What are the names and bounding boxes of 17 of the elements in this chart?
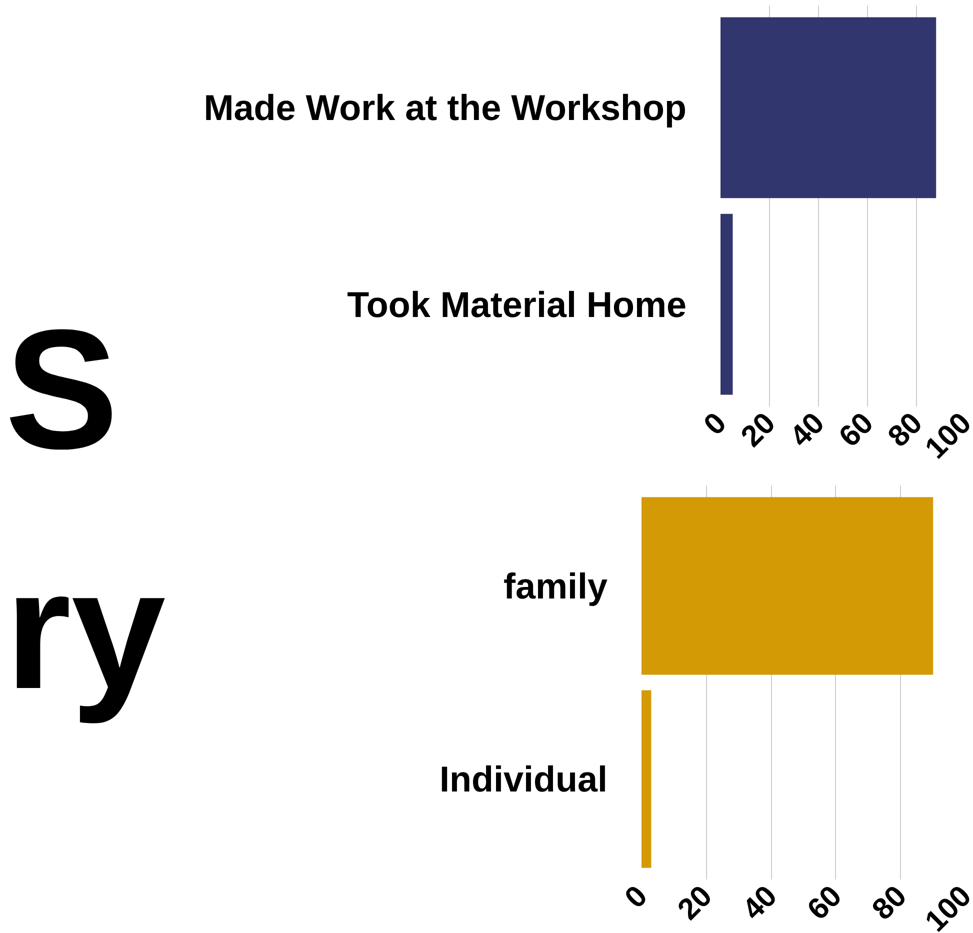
text: S	[5, 295, 118, 485]
y-tick-label: family	[503, 565, 608, 606]
y-tick-label: Took Material Home	[347, 284, 687, 325]
x-tick-label: 100	[919, 880, 973, 933]
x-tick-label: 100	[919, 406, 973, 466]
x-tick-label: 80	[866, 880, 914, 926]
text: ry	[5, 535, 166, 725]
x-tick-label: 0	[618, 880, 654, 915]
x-tick-label: 20	[672, 880, 719, 926]
x-tick-label: 0	[698, 406, 733, 442]
x-tick-label: 60	[801, 880, 848, 926]
x-tick-label: 40	[736, 880, 784, 926]
x-tick-label: 20	[734, 406, 782, 454]
x-tick-label: 60	[832, 406, 880, 454]
y-tick-label: Made Work at the Workshop	[204, 87, 687, 128]
x-tick-label: 40	[784, 406, 831, 454]
y-tick-label: Individual	[439, 758, 608, 800]
